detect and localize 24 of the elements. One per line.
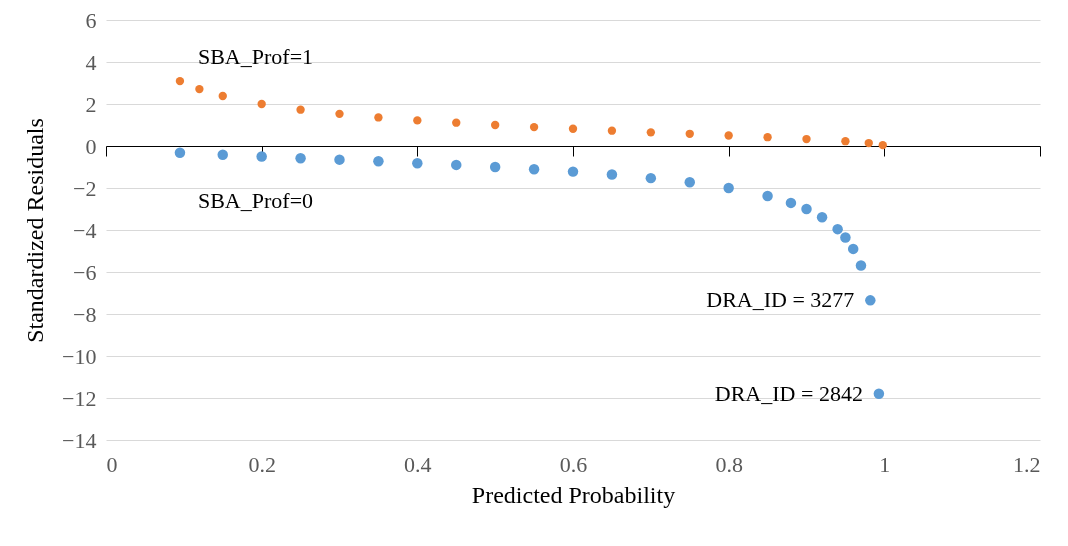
x-tick-label: 0.4	[404, 451, 432, 477]
x-axis-title: Predicted Probability	[471, 481, 676, 508]
annotation: DRA_ID = 3277	[706, 287, 855, 313]
y-tick-label: −4	[73, 217, 97, 243]
y-tick-label: 6	[85, 7, 97, 33]
y-tick-label: −14	[62, 427, 97, 453]
y-tick-label: −2	[73, 175, 97, 201]
y-tick-label: 0	[85, 133, 97, 159]
x-tick-label: 0	[106, 451, 118, 477]
y-tick-label: −6	[73, 259, 97, 285]
annotation: SBA_Prof=1	[197, 44, 314, 70]
x-tick-label: 1.2	[1013, 451, 1041, 477]
x-tick-label: 0.6	[559, 451, 588, 477]
annotation: DRA_ID = 2842	[714, 380, 863, 406]
y-tick-label: 2	[85, 91, 97, 117]
x-tick-label: 0.2	[248, 451, 276, 477]
y-tick-label: −8	[73, 301, 97, 327]
annotation: SBA_Prof=0	[197, 187, 314, 213]
y-tick-label: 4	[85, 49, 97, 75]
y-tick-label: −10	[62, 343, 97, 369]
y-axis-title: Standardized Residuals	[22, 118, 49, 343]
x-tick-label: 0.8	[715, 451, 743, 477]
x-tick-label: 1	[879, 451, 891, 477]
y-tick-label: −12	[62, 385, 97, 411]
